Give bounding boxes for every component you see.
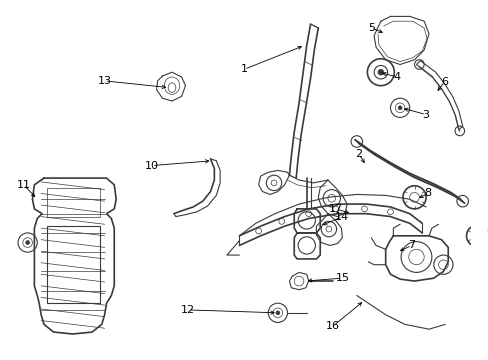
Text: 6: 6 <box>440 77 447 87</box>
Bar <box>47 226 100 303</box>
Text: 10: 10 <box>144 161 159 171</box>
Circle shape <box>397 106 401 110</box>
Text: 16: 16 <box>325 321 339 331</box>
Text: 12: 12 <box>181 305 195 315</box>
Text: 8: 8 <box>424 189 431 198</box>
Text: 2: 2 <box>354 149 362 159</box>
Text: 4: 4 <box>393 72 400 82</box>
Text: 15: 15 <box>335 273 348 283</box>
Text: 17: 17 <box>328 204 342 214</box>
Text: 13: 13 <box>98 76 111 86</box>
Circle shape <box>275 311 279 315</box>
Text: 3: 3 <box>422 109 429 120</box>
Text: 1: 1 <box>240 64 247 74</box>
Text: 14: 14 <box>335 212 349 221</box>
Text: 11: 11 <box>17 180 31 190</box>
Text: 5: 5 <box>367 23 374 33</box>
Circle shape <box>26 240 29 244</box>
Text: 7: 7 <box>407 240 414 251</box>
Circle shape <box>377 69 383 75</box>
Text: 9: 9 <box>485 228 488 238</box>
Bar <box>47 188 100 217</box>
